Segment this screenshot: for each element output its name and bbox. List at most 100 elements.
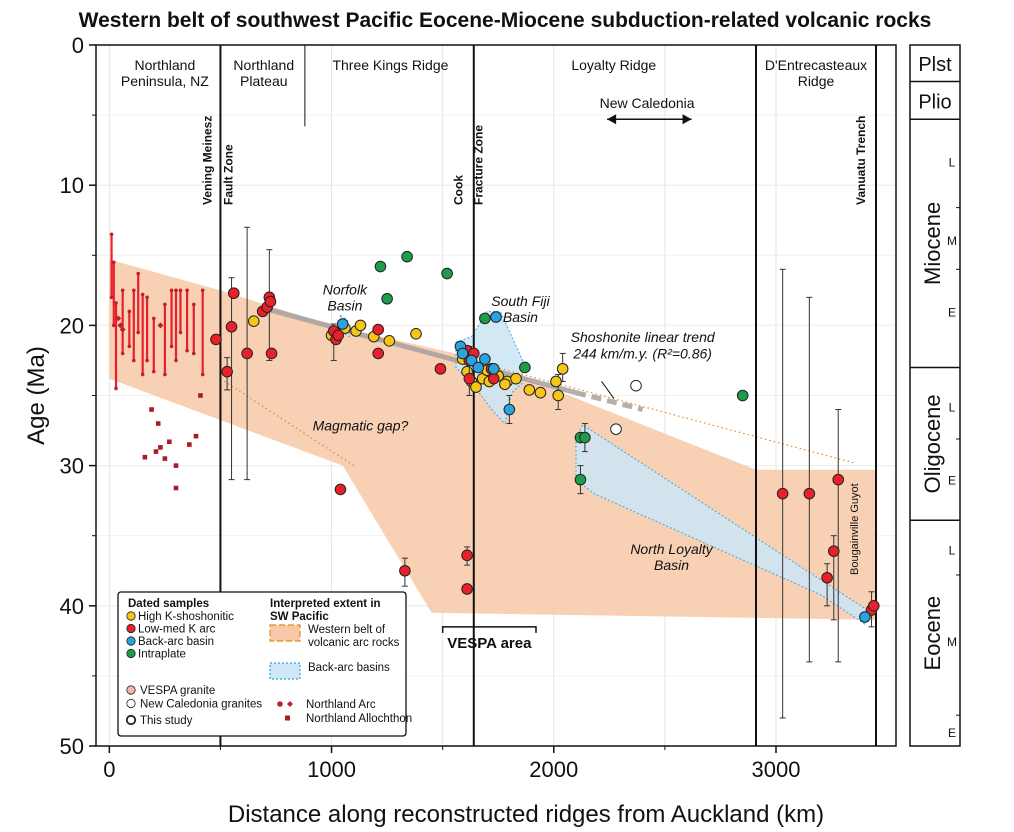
timescale-frame <box>909 44 961 747</box>
data-point <box>550 375 562 388</box>
northland-arc-point <box>114 386 118 391</box>
data-point <box>534 386 547 399</box>
annotation-label: New Caledonia <box>600 95 695 111</box>
y-tick-label: 0 <box>72 33 84 58</box>
legend-box <box>117 591 407 737</box>
legend-marker <box>126 623 136 634</box>
data-point <box>221 365 233 378</box>
data-point <box>470 381 482 393</box>
legend-title: Dated samples <box>128 598 209 610</box>
y-tick-label: 20 <box>60 313 84 338</box>
northland-arc-point <box>140 292 145 297</box>
structure-label: Vanuatu Trench <box>854 116 868 205</box>
data-point <box>503 403 516 416</box>
legend-label: Northland Arc <box>306 699 376 711</box>
northland-arc-point <box>145 295 149 300</box>
data-point <box>510 372 522 385</box>
data-point <box>552 389 565 402</box>
data-point <box>479 312 491 325</box>
annotation-label: Norfolk Basin <box>323 282 368 314</box>
legend-label: VESPA granite <box>140 685 215 697</box>
annotation-label: North Loyalty Basin <box>630 541 713 573</box>
region-label: Northland Plateau <box>233 57 294 89</box>
stage-label: L <box>949 544 956 558</box>
northland-arc-point <box>111 260 116 265</box>
northland-allochthon-point <box>173 485 179 491</box>
data-point <box>336 318 349 330</box>
legend-label: High K-shoshonitic <box>138 611 234 623</box>
y-tick-label: 50 <box>60 734 84 759</box>
region-label: Loyalty Ridge <box>571 57 656 73</box>
x-tick-label: 3000 <box>752 757 801 782</box>
northland-allochthon-point <box>167 439 172 445</box>
stage-label: M <box>947 234 957 248</box>
data-point <box>401 250 413 263</box>
shoshonite-trend-line-extrapolated <box>575 390 644 412</box>
legend-marker <box>126 685 136 695</box>
annotation-label: Magmatic gap? <box>313 418 409 434</box>
northland-allochthon-point <box>187 442 192 447</box>
northland-arc-point <box>200 288 205 293</box>
chart-title: Western belt of southwest Pacific Eocene… <box>79 9 932 32</box>
northland-arc-point <box>200 372 205 377</box>
data-point <box>264 295 277 308</box>
structure-label: Fracture Zone <box>472 125 486 205</box>
region-label: D'Entrecasteaux Ridge <box>765 57 867 89</box>
northland-arc-point <box>131 358 136 363</box>
stage-label: E <box>948 305 956 319</box>
data-point <box>487 372 500 385</box>
northland-arc-diamond <box>119 326 126 333</box>
legend-marker <box>287 701 293 707</box>
x-axis-label: Distance along reconstructed ridges from… <box>228 801 824 828</box>
data-point <box>332 329 345 342</box>
data-point <box>410 328 422 340</box>
northland-arc-point <box>191 351 196 356</box>
data-point <box>463 372 476 385</box>
legend-title: Interpreted extent in SW Pacific <box>270 598 381 623</box>
northland-allochthon-point <box>193 433 199 439</box>
northland-arc-point <box>151 316 156 321</box>
stage-label: M <box>947 635 957 649</box>
epoch-label: Oligocene <box>920 394 945 493</box>
northland-arc-point <box>136 271 141 276</box>
region-label: Three Kings Ridge <box>332 57 448 73</box>
annotation-label: VESPA area <box>447 635 532 652</box>
northland-arc-point <box>131 288 136 293</box>
legend-marker <box>285 715 290 721</box>
northland-allochthon-point <box>162 456 168 461</box>
legend-swatch <box>269 624 301 642</box>
northland-arc-point <box>178 330 183 335</box>
shoshonite-trend-line <box>264 306 577 396</box>
data-point <box>574 473 587 486</box>
northland-allochthon-point <box>158 445 163 450</box>
stage-label: E <box>948 474 956 488</box>
legend-label: Western belt of volcanic arc rocks <box>308 624 400 649</box>
data-point <box>461 549 473 562</box>
epoch-label: Plio <box>918 91 951 113</box>
stage-label: L <box>949 155 956 169</box>
northland-allochthon-point <box>142 454 148 460</box>
series-back-arc-basin <box>336 311 871 623</box>
epoch-label: Miocene <box>920 202 945 285</box>
annotation-label: Shoshonite linear trend 244 km/m.y. (R²=0… <box>571 329 716 361</box>
data-point <box>519 361 531 374</box>
data-point <box>465 354 478 367</box>
northland-arc-point <box>127 309 132 314</box>
northland-arc-point <box>127 344 132 349</box>
data-point <box>579 431 591 444</box>
legend-marker <box>125 714 137 726</box>
data-point <box>472 361 485 374</box>
y-tick-label: 30 <box>60 454 84 479</box>
data-point <box>210 333 222 346</box>
northland-arc-point <box>185 288 189 293</box>
northland-arc-diamond <box>117 322 124 329</box>
northland-arc-point <box>136 330 141 335</box>
data-point <box>487 363 500 375</box>
series-intraplate <box>374 250 749 495</box>
northland-arc-diamond <box>157 322 164 329</box>
northland-arc-point <box>109 295 114 300</box>
data-point <box>383 335 396 347</box>
data-point <box>227 287 240 299</box>
